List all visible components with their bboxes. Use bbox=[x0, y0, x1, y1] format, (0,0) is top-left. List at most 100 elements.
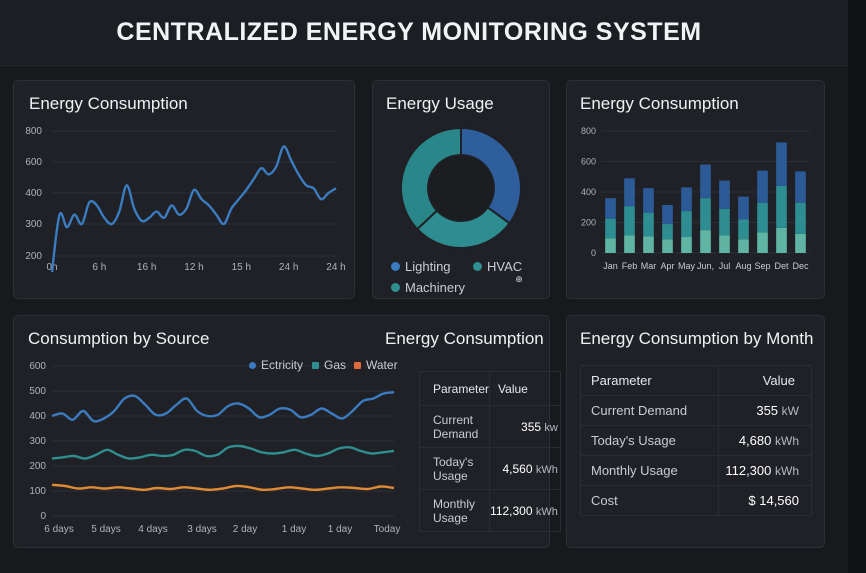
y-tick-label: 600 bbox=[25, 157, 42, 168]
y-tick-label: 400 bbox=[29, 411, 46, 422]
bar-segment bbox=[605, 198, 616, 219]
legend-label: Gas bbox=[324, 358, 347, 372]
x-tick-label: Dec bbox=[792, 261, 809, 271]
energy-usage-donut-card: Energy Usage ⊕ Lighting HVAC Machinery bbox=[372, 80, 550, 299]
lighting-dot-icon bbox=[391, 262, 400, 271]
energy-consumption-bar-card: Energy Consumption 0 200 400 600 800 Jan Feb Ma… bbox=[566, 80, 825, 299]
bar-segment bbox=[681, 211, 692, 237]
row-value: $ 14,560 bbox=[748, 493, 799, 508]
x-tick-label: 16 h bbox=[137, 262, 156, 273]
column-header-value: Value bbox=[489, 371, 561, 406]
x-tick-label: Jul bbox=[719, 261, 731, 271]
gas-square-icon bbox=[312, 362, 319, 369]
x-tick-label: Aug bbox=[735, 261, 751, 271]
water-square-icon bbox=[354, 362, 361, 369]
x-tick-label: 2 day bbox=[233, 524, 257, 535]
bar-segment bbox=[624, 178, 635, 207]
x-tick-label: 1 day bbox=[282, 524, 306, 535]
page-title: CENTRALIZED ENERGY MONITORING SYSTEM bbox=[116, 18, 702, 46]
energy-bar-chart: 0 200 400 600 800 Jan Feb Mar Apr May Jun, Jul Aug Se… bbox=[581, 126, 810, 271]
row-value-cell: 112,300 kWh bbox=[489, 489, 561, 532]
row-unit: kWh bbox=[775, 464, 799, 478]
donut-slice bbox=[400, 126, 462, 231]
legend-item-electricity: Ectricity bbox=[249, 358, 303, 372]
bar-segment bbox=[700, 230, 711, 253]
x-tick-label: 24 h bbox=[279, 262, 298, 273]
table-row: Today's Usage 4,560 kWh bbox=[418, 447, 561, 490]
bar-segment bbox=[643, 212, 654, 237]
x-tick-label: 5 days bbox=[91, 524, 120, 535]
consumption-by-source-chart: 0 100 200 300 400 500 600 6 days 5 days 4 days 3 d… bbox=[29, 361, 400, 535]
x-tick-label: Jun, bbox=[697, 261, 714, 271]
legend-item-gas: Gas bbox=[312, 358, 346, 372]
column-header-parameter: Parameter bbox=[418, 371, 491, 406]
energy-consumption-table: Parameter Value Current Demand 355 kw To… bbox=[418, 371, 561, 532]
bar-segment bbox=[738, 196, 749, 220]
row-value: 4,680 bbox=[738, 433, 772, 448]
bar-segment bbox=[681, 187, 692, 212]
row-label: Monthly Usage bbox=[418, 489, 491, 532]
table-row: Today's Usage 4,680 kWh bbox=[580, 425, 812, 456]
row-value: 112,300 bbox=[725, 463, 772, 478]
x-tick-label: Apr bbox=[660, 261, 674, 271]
row-value: 355 bbox=[521, 419, 542, 434]
y-tick-label: 400 bbox=[581, 187, 596, 197]
x-tick-label: Feb bbox=[622, 261, 638, 271]
energy-by-month-card: Energy Consumption by Month Parameter Va… bbox=[566, 315, 825, 548]
x-tick-label: 3 days bbox=[187, 524, 216, 535]
bar-segment bbox=[757, 170, 768, 203]
y-tick-label: 600 bbox=[581, 157, 596, 167]
legend-label: HVAC bbox=[487, 259, 523, 274]
bar-segment bbox=[719, 208, 730, 236]
bar-segment bbox=[624, 235, 635, 253]
bar-segment bbox=[643, 188, 654, 213]
series-line bbox=[51, 444, 395, 460]
card-title: Energy Consumption bbox=[580, 94, 739, 113]
table-row: Monthly Usage 112,300 kWh bbox=[580, 455, 812, 486]
row-unit: kWh bbox=[535, 463, 558, 476]
y-tick-label: 800 bbox=[581, 126, 596, 136]
row-value-cell: 112,300 kWh bbox=[718, 455, 812, 486]
bar-segment bbox=[662, 204, 673, 225]
y-tick-label: 300 bbox=[25, 219, 42, 230]
row-unit: kWh bbox=[775, 434, 799, 448]
row-label: Today's Usage bbox=[580, 425, 719, 456]
electricity-dot-icon bbox=[249, 362, 256, 369]
y-tick-label: 200 bbox=[25, 251, 42, 262]
y-tick-label: 300 bbox=[29, 436, 46, 447]
consumption-by-source-card: Consumption by Source Energy Consumption… bbox=[13, 315, 561, 548]
row-value: 112,300 bbox=[490, 503, 533, 518]
x-tick-label: Det bbox=[774, 261, 789, 271]
table-header-row: Parameter Value bbox=[580, 365, 812, 396]
legend-label: Water bbox=[366, 358, 398, 372]
table-header-row: Parameter Value bbox=[418, 371, 561, 406]
table-row: Monthly Usage 112,300 kWh bbox=[418, 489, 561, 532]
donut-hole bbox=[429, 156, 493, 220]
row-unit: kw bbox=[544, 421, 558, 434]
card-title: Energy Consumption bbox=[29, 94, 188, 113]
row-value: 4,560 bbox=[502, 461, 533, 476]
bar-segment bbox=[700, 164, 711, 199]
x-tick-label: Sep bbox=[754, 261, 770, 271]
bar-segment bbox=[795, 171, 806, 203]
legend-label: Ectricity bbox=[261, 358, 303, 372]
y-tick-label: 0 bbox=[591, 248, 596, 258]
card-title: Consumption by Source bbox=[28, 329, 210, 348]
x-tick-label: 6 h bbox=[92, 262, 106, 273]
row-label: Cost bbox=[580, 485, 719, 516]
bar-segment bbox=[719, 235, 730, 253]
bar-segment bbox=[624, 206, 635, 236]
row-label: Current Demand bbox=[418, 405, 491, 448]
x-tick-label: May bbox=[678, 261, 696, 271]
column-header-parameter: Parameter bbox=[580, 365, 719, 396]
bar-segment bbox=[738, 219, 749, 240]
card-title: Energy Usage bbox=[386, 94, 494, 113]
series-line bbox=[51, 483, 395, 492]
y-tick-label: 0 bbox=[40, 511, 46, 522]
x-tick-label: 15 h bbox=[232, 262, 251, 273]
cursor-icon: ⊕ bbox=[515, 274, 523, 284]
row-value-cell: 4,680 kWh bbox=[718, 425, 812, 456]
row-label: Monthly Usage bbox=[580, 455, 719, 486]
row-label: Current Demand bbox=[580, 395, 719, 426]
